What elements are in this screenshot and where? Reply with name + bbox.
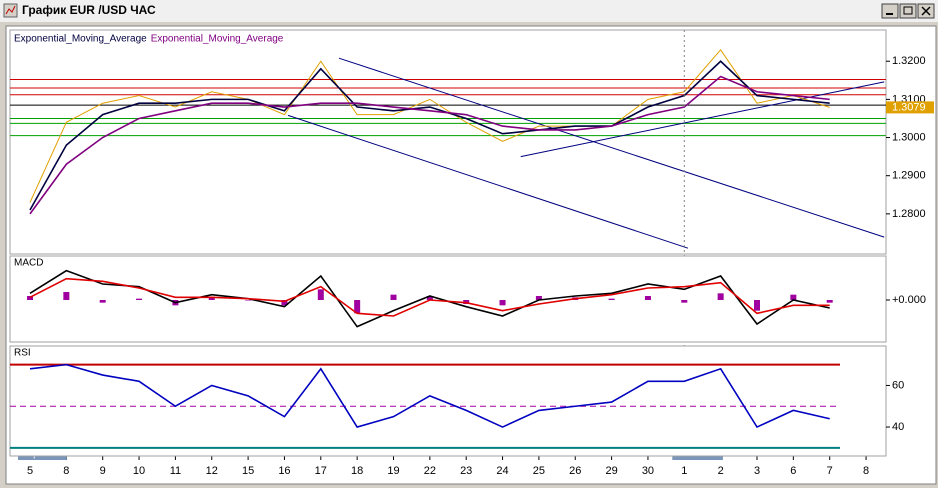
histogram-bar [245, 300, 252, 301]
trend-line [338, 57, 885, 238]
x-tick-label: 24 [496, 465, 508, 477]
histogram-bar [644, 296, 651, 300]
last-price-box [886, 101, 934, 114]
x-tick-label: 9 [100, 465, 106, 477]
histogram-bar [317, 289, 324, 300]
series-line [29, 60, 830, 211]
histogram-bar [136, 298, 143, 300]
x-tick-label: 1 [681, 465, 687, 477]
legend-entry: Exponential_Moving_Average [151, 34, 284, 45]
histogram-bar [63, 292, 70, 300]
y-tick-label: 60 [892, 379, 904, 391]
window-icon-glyph [5, 5, 16, 15]
x-tick-label: 11 [170, 465, 181, 477]
x-tick-label: 29 [605, 465, 617, 477]
trend-line [520, 81, 885, 158]
close-button[interactable] [917, 3, 935, 19]
histogram-bar [390, 294, 397, 300]
x-tick-label: 30 [642, 465, 654, 477]
x-tick-label: 22 [424, 465, 436, 477]
x-tick-label: 12 [206, 465, 218, 477]
histogram-bar [499, 300, 506, 306]
x-tick-label: 23 [460, 465, 472, 477]
histogram-bar [208, 297, 215, 300]
y-tick-label: 1.2800 [892, 208, 926, 220]
histogram-bar [354, 300, 361, 314]
x-tick-label: 26 [569, 465, 581, 477]
pane-frame [9, 345, 887, 457]
x-tick-label: 18 [351, 465, 363, 477]
histogram-bar [608, 298, 615, 300]
x-tick-label: 8 [863, 465, 869, 477]
histogram-bar [681, 300, 688, 303]
x-tick-label: 10 [133, 465, 145, 477]
series-line [29, 277, 830, 317]
x-tick-label: 19 [387, 465, 399, 477]
y-tick-label: 1.2900 [892, 170, 926, 182]
x-tick-label: 16 [278, 465, 290, 477]
x-tick-label: 7 [827, 465, 833, 477]
pane-title: RSI [14, 348, 31, 359]
x-tick-label: 25 [533, 465, 545, 477]
histogram-bar [790, 294, 797, 300]
minimize-button[interactable] [881, 3, 899, 19]
maximize-button[interactable] [899, 3, 917, 19]
histogram-bar [281, 300, 288, 306]
histogram-bar [754, 300, 760, 311]
x-tick-label: 2 [718, 465, 724, 477]
histogram-bar [99, 300, 106, 303]
y-tick-label: 1.3200 [892, 55, 926, 67]
histogram-bar [717, 293, 724, 300]
x-tick-label: 17 [315, 465, 327, 477]
pane-title: MACD [14, 258, 43, 269]
y-tick-label: +0.000 [892, 294, 926, 306]
legend-entry: Exponential_Moving_Average [14, 34, 147, 45]
x-tick-label: 3 [754, 465, 760, 477]
last-price-label: 1.3079 [892, 101, 926, 113]
histogram-bar [826, 300, 833, 303]
histogram-bar [27, 296, 33, 300]
y-tick-label: 40 [892, 421, 904, 433]
y-tick-label: 1.3000 [892, 131, 926, 143]
x-tick-label: 8 [63, 465, 69, 477]
window-title: График EUR /USD ЧАС [22, 3, 156, 17]
trend-line [287, 114, 689, 249]
pane-frame [9, 29, 887, 255]
series-line [29, 75, 830, 215]
histogram-bar [426, 296, 433, 300]
x-tick-label: 5 [27, 465, 33, 477]
x-tick-label: 6 [790, 465, 796, 477]
title-bar [0, 0, 938, 22]
series-line [29, 363, 830, 429]
histogram-bar [535, 296, 542, 300]
x-tick-label: 15 [242, 465, 254, 477]
